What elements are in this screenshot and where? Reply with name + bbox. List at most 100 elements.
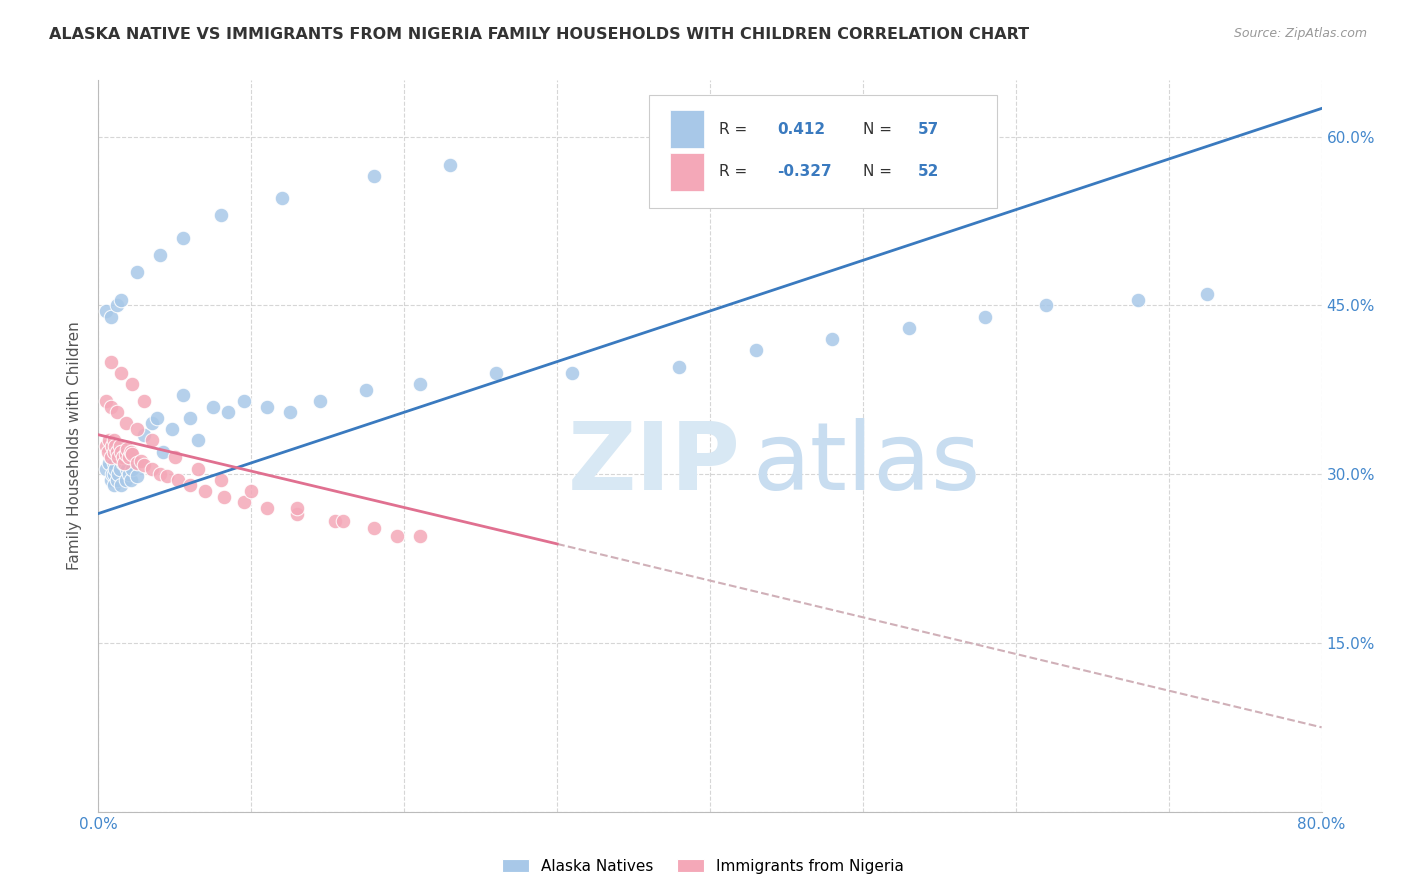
Text: atlas: atlas — [752, 418, 981, 510]
Point — [141, 417, 163, 431]
Point — [118, 450, 141, 465]
Point — [125, 422, 148, 436]
Point — [385, 529, 408, 543]
Point — [408, 377, 430, 392]
Point — [98, 456, 121, 470]
Point — [98, 434, 121, 448]
Point — [103, 434, 125, 448]
Point — [100, 400, 122, 414]
Point — [167, 473, 190, 487]
Point — [115, 473, 138, 487]
Point — [141, 434, 163, 448]
Point — [125, 469, 148, 483]
Point — [821, 332, 844, 346]
Point — [187, 461, 209, 475]
Point — [278, 405, 301, 419]
Point — [110, 366, 132, 380]
Point — [94, 394, 117, 409]
Point — [125, 264, 148, 278]
Point — [152, 444, 174, 458]
Text: -0.327: -0.327 — [778, 164, 832, 179]
Point — [363, 521, 385, 535]
FancyBboxPatch shape — [650, 95, 997, 209]
Point — [117, 442, 139, 457]
Point — [745, 343, 768, 358]
Point — [408, 529, 430, 543]
Point — [134, 458, 156, 472]
Point — [285, 507, 308, 521]
Point — [121, 377, 143, 392]
Point — [160, 422, 183, 436]
FancyBboxPatch shape — [669, 111, 704, 148]
Point — [149, 467, 172, 482]
Point — [1035, 298, 1057, 312]
Point — [134, 427, 156, 442]
Point — [172, 231, 194, 245]
Point — [179, 478, 201, 492]
Point — [105, 405, 128, 419]
Text: N =: N = — [863, 122, 897, 136]
Point — [100, 310, 122, 324]
Point — [974, 310, 997, 324]
Point — [439, 158, 461, 172]
Point — [94, 304, 117, 318]
Point — [179, 410, 201, 425]
Point — [256, 500, 278, 515]
Point — [105, 298, 128, 312]
Point — [212, 490, 235, 504]
Point — [256, 400, 278, 414]
Point — [145, 410, 167, 425]
FancyBboxPatch shape — [669, 153, 704, 191]
Point — [209, 208, 232, 222]
Point — [112, 456, 135, 470]
Point — [129, 453, 152, 467]
Point — [100, 450, 122, 465]
Text: 0.412: 0.412 — [778, 122, 825, 136]
Point — [118, 467, 141, 482]
Text: N =: N = — [863, 164, 897, 179]
Point — [103, 478, 125, 492]
Point — [194, 483, 217, 498]
Point — [103, 467, 125, 482]
Point — [107, 450, 129, 465]
Point — [108, 461, 131, 475]
Point — [115, 447, 138, 461]
Point — [240, 483, 263, 498]
Point — [120, 444, 142, 458]
Point — [363, 169, 385, 183]
Point — [121, 447, 143, 461]
Point — [232, 495, 254, 509]
Point — [121, 461, 143, 475]
Point — [134, 394, 156, 409]
Point — [110, 444, 132, 458]
Text: ZIP: ZIP — [568, 418, 741, 510]
Point — [485, 366, 508, 380]
Point — [97, 444, 120, 458]
Point — [202, 400, 225, 414]
Point — [285, 500, 308, 515]
Text: R =: R = — [718, 122, 752, 136]
Y-axis label: Family Households with Children: Family Households with Children — [67, 322, 83, 570]
Point — [117, 461, 139, 475]
Point — [100, 354, 122, 368]
Point — [103, 444, 125, 458]
Point — [149, 248, 172, 262]
Point — [103, 456, 125, 470]
Point — [101, 439, 124, 453]
Point — [125, 456, 148, 470]
Point — [104, 439, 127, 453]
Point — [156, 469, 179, 483]
Point — [107, 467, 129, 482]
Point — [332, 515, 354, 529]
Point — [111, 456, 134, 470]
Point — [187, 434, 209, 448]
Point — [325, 515, 347, 529]
Legend: Alaska Natives, Immigrants from Nigeria: Alaska Natives, Immigrants from Nigeria — [495, 853, 911, 880]
Point — [561, 366, 583, 380]
Point — [120, 473, 142, 487]
Point — [94, 461, 117, 475]
Point — [115, 417, 138, 431]
Point — [100, 450, 122, 465]
Point — [232, 394, 254, 409]
Text: 52: 52 — [918, 164, 939, 179]
